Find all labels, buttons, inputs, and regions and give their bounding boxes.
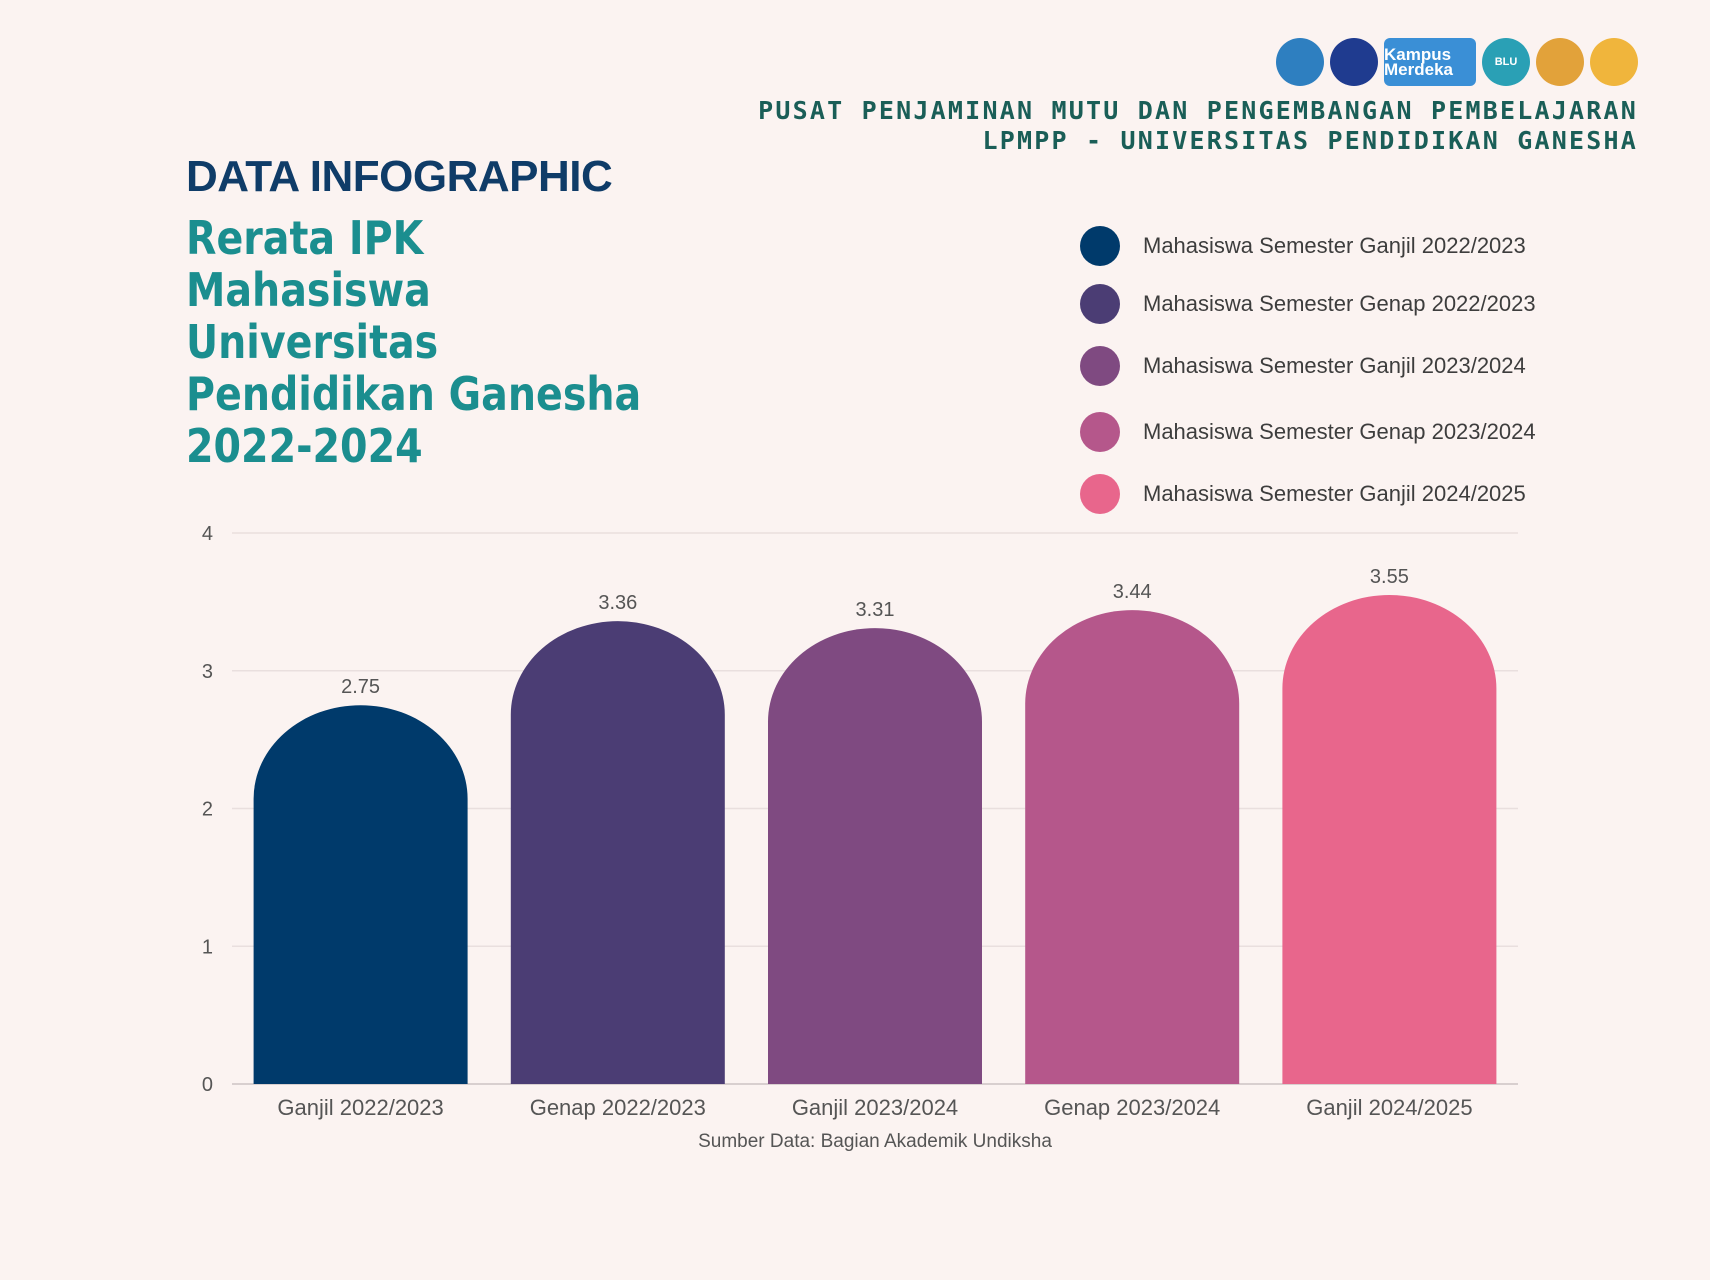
x-tick-label: Genap 2023/2024 [1044, 1095, 1220, 1120]
data-source-note: Sumber Data: Bagian Akademik Undiksha [698, 1131, 1052, 1152]
legend-swatch [1080, 412, 1120, 452]
bar-value-label: 3.55 [1370, 566, 1409, 588]
bar [768, 628, 982, 1084]
legend-swatch [1080, 346, 1120, 386]
y-tick-label: 0 [202, 1074, 213, 1096]
bar-value-label: 3.36 [598, 592, 637, 614]
x-tick-label: Ganjil 2023/2024 [792, 1095, 958, 1120]
legend-swatch [1080, 284, 1120, 324]
y-tick-label: 2 [202, 799, 213, 821]
undiksha-logo-icon [1330, 38, 1378, 86]
legend-label: Mahasiswa Semester Ganjil 2024/2025 [1143, 481, 1526, 506]
kicker-title: DATA INFOGRAPHIC [186, 152, 613, 201]
bar [1282, 594, 1497, 1084]
bar [510, 621, 725, 1084]
legend-item: Mahasiswa Semester Genap 2022/2023 [1080, 284, 1536, 324]
bar-value-label: 3.44 [1113, 581, 1152, 603]
bar-value-label: 2.75 [341, 676, 380, 698]
organization-name: PUSAT PENJAMINAN MUTU DAN PENGEMBANGAN P… [758, 96, 1638, 156]
y-tick-label: 3 [202, 661, 213, 683]
legend-item: Mahasiswa Semester Ganjil 2024/2025 [1080, 474, 1526, 514]
y-tick-label: 4 [202, 523, 213, 545]
legend-swatch [1080, 474, 1120, 514]
bar [1025, 610, 1240, 1084]
x-tick-label: Ganjil 2024/2025 [1306, 1095, 1472, 1120]
y-tick-label: 1 [202, 936, 213, 958]
partner-logos: Kampus Merdeka BLU [1276, 38, 1638, 86]
org-line-2: LPMPP - UNIVERSITAS PENDIDIKAN GANESHA [982, 126, 1638, 155]
mascot-logo-icon [1590, 38, 1638, 86]
legend-label: Mahasiswa Semester Genap 2023/2024 [1143, 419, 1536, 444]
bar [253, 705, 468, 1084]
org-line-1: PUSAT PENJAMINAN MUTU DAN PENGEMBANGAN P… [758, 96, 1638, 125]
kampus-merdeka-logo-icon: Kampus Merdeka [1384, 38, 1476, 86]
kemendikbud-logo-icon [1276, 38, 1324, 86]
legend-label: Mahasiswa Semester Ganjil 2023/2024 [1143, 353, 1526, 378]
x-tick-label: Ganjil 2022/2023 [277, 1095, 443, 1120]
x-tick-label: Genap 2022/2023 [530, 1095, 706, 1120]
seal-logo-icon [1536, 38, 1584, 86]
legend-label: Mahasiswa Semester Genap 2022/2023 [1143, 291, 1536, 316]
legend-item: Mahasiswa Semester Ganjil 2022/2023 [1080, 226, 1526, 266]
legend-label: Mahasiswa Semester Ganjil 2022/2023 [1143, 233, 1526, 258]
legend-swatch [1080, 226, 1120, 266]
chart-headline: Rerata IPK Mahasiswa Universitas Pendidi… [186, 211, 642, 473]
blu-logo-icon: BLU [1482, 38, 1530, 86]
legend-item: Mahasiswa Semester Genap 2023/2024 [1080, 412, 1536, 452]
legend-item: Mahasiswa Semester Ganjil 2023/2024 [1080, 346, 1526, 386]
bar-value-label: 3.31 [856, 599, 895, 621]
